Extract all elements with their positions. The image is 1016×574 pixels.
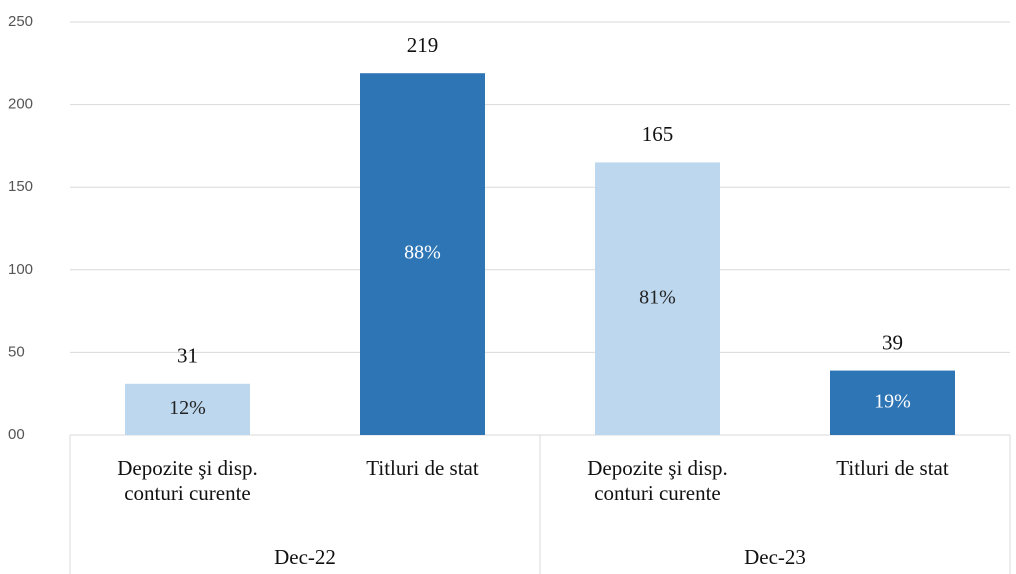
share-label: 88%	[404, 242, 441, 264]
value-label: 219	[407, 33, 439, 57]
x-tick-label: Titluri de stat	[836, 456, 949, 480]
y-tick-label: 250	[8, 13, 33, 30]
x-tick-label: Depozite şi disp. conturi curente	[117, 456, 258, 505]
y-tick-label: 50	[8, 343, 25, 360]
x-tick-label: Titluri de stat	[366, 456, 479, 480]
y-tick-label: 100	[8, 261, 33, 278]
share-label: 12%	[169, 397, 206, 419]
y-tick-label: 200	[8, 96, 33, 113]
group-label: Dec-23	[744, 545, 806, 569]
share-label: 81%	[639, 286, 676, 308]
value-label: 39	[882, 330, 903, 354]
bar	[360, 73, 485, 435]
y-tick-label: 00	[8, 426, 25, 443]
bar	[125, 383, 250, 435]
x-tick-label: Depozite şi disp. conturi curente	[587, 456, 728, 505]
value-label: 165	[642, 122, 674, 146]
group-label: Dec-22	[274, 545, 336, 569]
bar	[830, 370, 955, 435]
bar	[595, 162, 720, 436]
y-tick-label: 150	[8, 178, 33, 195]
value-label: 31	[177, 344, 198, 368]
share-label: 19%	[874, 390, 911, 412]
